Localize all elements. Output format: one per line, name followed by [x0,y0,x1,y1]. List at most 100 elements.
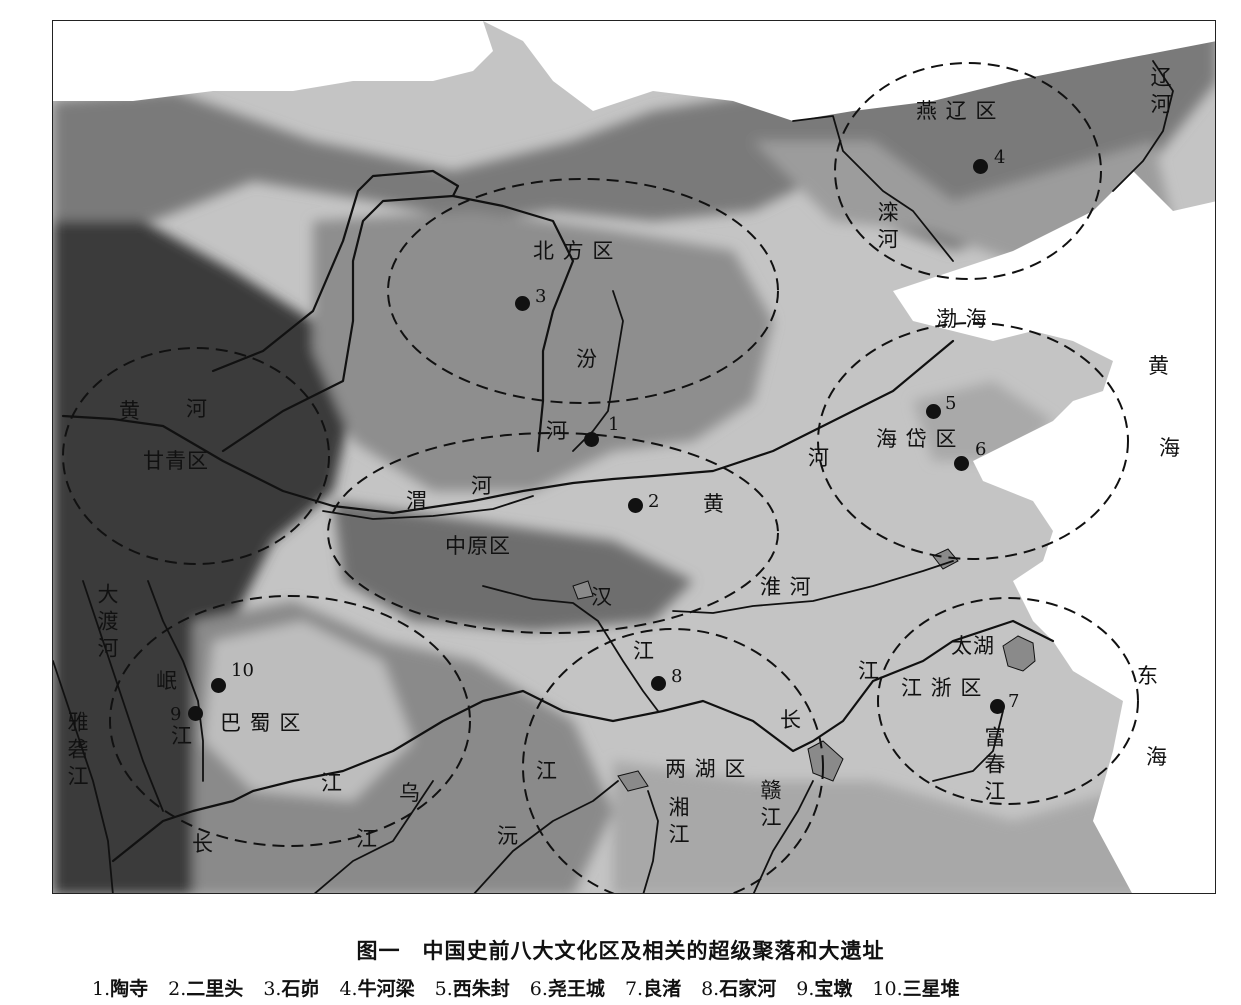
river-label-han-2: 江 [633,639,655,663]
yellow-river [61,339,955,515]
site-number-9: 9 [170,704,182,725]
river-label-huanghe-w1: 黄 [119,399,141,423]
river-label-changjiang-e2: 江 [858,659,880,683]
sea-label-huanghai-1: 黄 [1148,354,1170,378]
region-label-bashu: 巴 蜀 区 [220,711,302,735]
site-dot-7 [990,699,1005,714]
map-frame: 1 2 3 4 5 6 7 8 9 10 北 方 区 甘青区 中原区 燕 辽 区… [52,20,1216,894]
site-legend: 1.陶寺 2.二里头 3.石峁 4.牛河梁 5.西朱封 6.尧王城 7.良渚 8… [92,974,960,1001]
legend-item: 5.西朱封 [434,978,510,1000]
figure-caption: 图一 中国史前八大文化区及相关的超级聚落和大遗址 [356,939,885,963]
river-label-min-2: 江 [171,724,193,748]
sea-label-bohai: 渤 海 [936,307,988,331]
region-boundary-jiangzhe [877,597,1139,805]
danjiang-lake [572,580,594,600]
river-label-luanhe: 滦河 [875,201,899,255]
site-dot-5 [926,404,941,419]
site-dot-3 [515,296,530,311]
region-boundary-zhongyuan [327,432,779,634]
river-label-min-1: 岷 [156,669,178,693]
taihu-lake [1002,635,1036,672]
river-label-wu-1: 乌 [399,781,421,805]
river-label-huanghe-e: 河 [808,446,830,470]
legend-item: 7.良渚 [624,978,682,1000]
lake-label-taihu: 太湖 [951,634,995,658]
site-number-4: 4 [994,147,1006,168]
legend-item: 1.陶寺 [92,978,149,1000]
river-label-fen-2: 河 [546,419,568,443]
legend-item: 9.宝墩 [796,978,853,1000]
site-number-6: 6 [975,439,987,460]
site-dot-1 [584,432,599,447]
site-number-8: 8 [671,666,683,687]
site-number-1: 1 [608,414,620,435]
region-label-zhongyuan: 中原区 [445,534,511,558]
legend-item: 10.三星堆 [872,978,960,1000]
site-dot-9 [188,706,203,721]
river-label-fen: 汾 [576,347,598,371]
wei-river [322,495,534,520]
gan-river [752,780,814,893]
qinling-mountains [333,501,693,631]
huai-river [672,560,954,614]
fen-river [572,290,624,452]
yalong-river [53,660,114,893]
river-label-huanghe-m: 黄 [703,492,725,516]
sichuan-basin [203,621,413,801]
site-dot-4 [973,159,988,174]
yellow-river-north-reach [451,194,575,453]
min-river [147,580,204,782]
region-label-jiangzhe: 江 浙 区 [901,676,983,700]
site-number-2: 2 [648,491,660,512]
yellow-river-loop [211,169,460,453]
legend-item: 8.石家河 [701,978,777,1000]
river-label-changjiang-w2: 长 [192,832,214,856]
river-label-wei-2: 河 [471,474,493,498]
site-dot-8 [651,676,666,691]
site-dot-6 [954,456,969,471]
river-label-wu-2: 江 [356,827,378,851]
region-boundary-bashu [109,595,471,847]
river-label-yalong: 雅砻江 [65,711,89,792]
sea-northwest-strip [53,21,493,101]
river-label-changjiang-w1: 江 [321,771,343,795]
sea-label-donghai-2: 海 [1146,745,1168,769]
region-label-lianghu: 两 湖 区 [665,757,747,781]
legend-item: 6.尧王城 [529,978,605,1000]
site-number-3: 3 [535,286,547,307]
sea-label-huanghai-2: 海 [1159,436,1181,460]
sea-north [483,21,1215,121]
yangtze-upper [111,779,295,863]
bohai-sea [893,171,1215,893]
river-label-han-1: 汉 [591,585,613,609]
river-label-yuan-2: 江 [536,759,558,783]
yuan-river [473,780,619,893]
legend-item: 3.石峁 [263,978,320,1000]
south-hills [613,722,1215,893]
fuchun-river [932,710,1004,782]
sea-label-donghai-1: 东 [1137,664,1159,688]
river-label-wei-1: 渭 [406,489,428,513]
river-label-fuchun: 富春江 [982,726,1006,807]
dadu-river [82,580,164,812]
river-label-huai: 淮 河 [760,575,812,599]
legend-item: 4.牛河梁 [339,978,415,1000]
dongting-lake [617,770,649,792]
river-label-changjiang-e1: 长 [780,708,802,732]
region-label-haidai: 海 岱 区 [876,427,958,451]
region-label-north: 北 方 区 [533,239,615,263]
xiang-river [642,790,659,893]
legend-item: 2.二里头 [168,978,244,1000]
region-boundary-ganqing [62,347,330,565]
region-boundary-haidai [817,322,1129,560]
river-label-gan: 赣江 [758,779,782,833]
site-number-5: 5 [945,393,957,414]
river-label-liaohe: 辽河 [1148,66,1172,120]
region-label-yanliao: 燕 辽 区 [916,99,998,123]
yangtze-middle [291,619,1055,783]
river-label-dadu: 大渡河 [95,583,119,664]
river-label-yuan-1: 沅 [497,824,519,848]
terrain-map [53,21,1215,893]
site-number-10: 10 [231,660,254,681]
luan-river [792,115,954,262]
